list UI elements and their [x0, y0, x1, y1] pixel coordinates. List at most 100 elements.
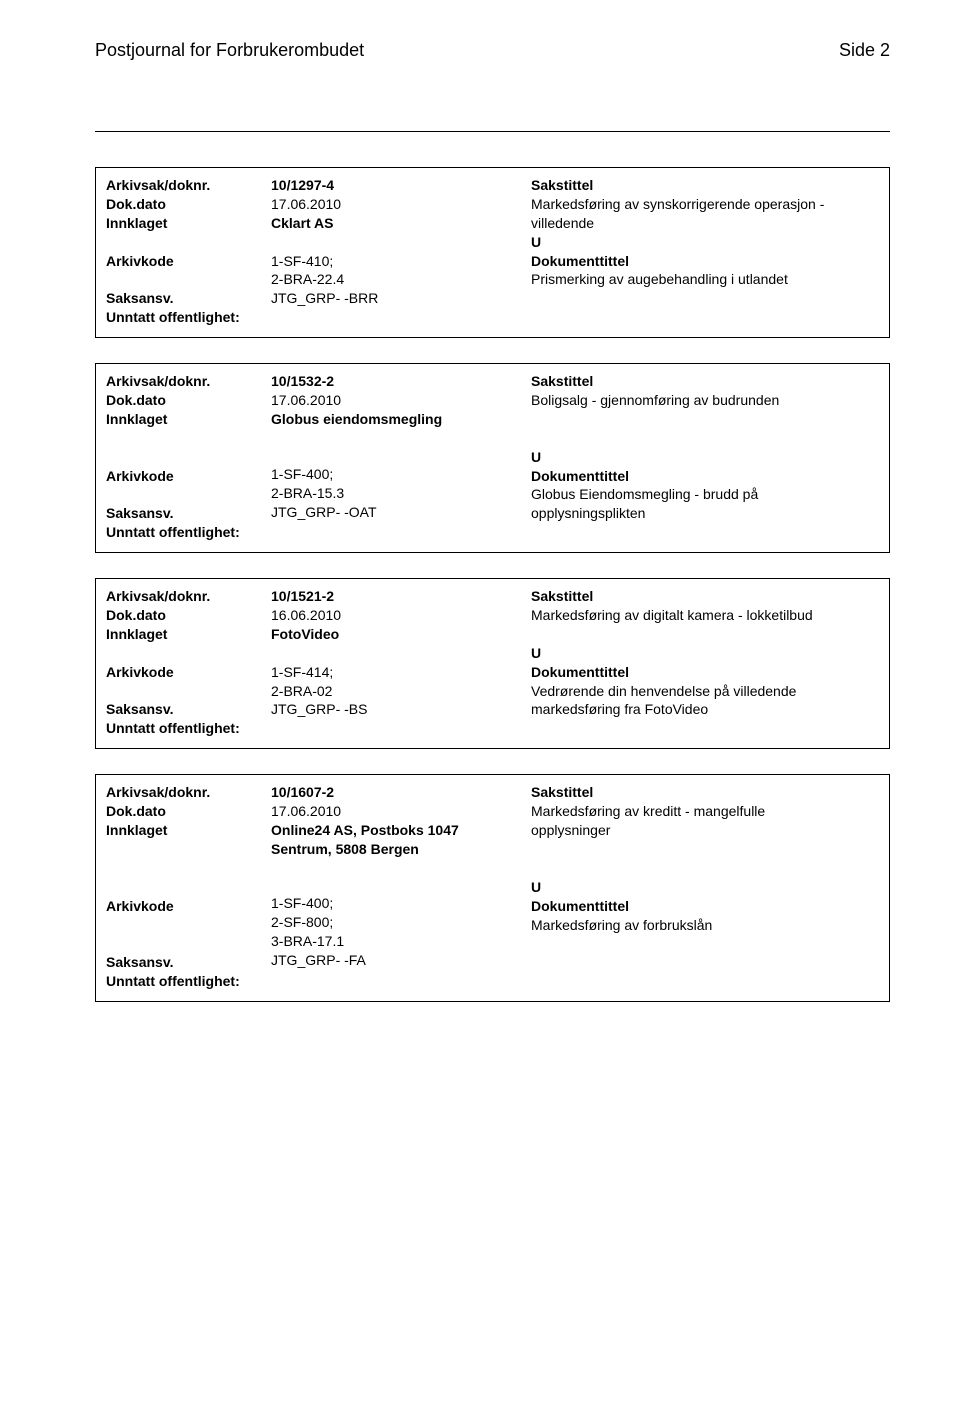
right-spacer: [531, 840, 879, 859]
label-sakstittel: Sakstittel: [531, 783, 879, 802]
value-arkivsak: 10/1607-2: [271, 783, 516, 802]
label-dokumenttittel: Dokumenttittel: [531, 252, 879, 271]
header-row: Postjournal for Forbrukerombudet Side 2: [95, 40, 890, 61]
value-spacer: [271, 970, 516, 989]
values-column: 10/1297-417.06.2010Cklart AS 1-SF-410;2-…: [271, 176, 531, 327]
value-spacer: [271, 521, 516, 540]
value-arkivkode: 1-SF-400;: [271, 894, 516, 913]
page: Postjournal for Forbrukerombudet Side 2 …: [0, 0, 960, 1407]
label-dokdato: Dok.dato: [106, 802, 271, 821]
values-column: 10/1607-217.06.2010Online24 AS, Postboks…: [271, 783, 531, 991]
record-body: Arkivsak/doknr.Dok.datoInnklaget Arkivko…: [106, 176, 879, 327]
value-spacer: [271, 644, 516, 663]
value-sakstittel: Boligsalg - gjennomføring av budrunden: [531, 391, 879, 410]
value-dokdato: 16.06.2010: [271, 606, 516, 625]
value-innklaget: FotoVideo: [271, 625, 516, 644]
value-dokdato: 17.06.2010: [271, 391, 516, 410]
value-sakstittel: opplysninger: [531, 821, 879, 840]
value-sakstittel: Markedsføring av digitalt kamera - lokke…: [531, 606, 879, 625]
value-dokdato: 17.06.2010: [271, 195, 516, 214]
value-arkivkode: 2-BRA-02: [271, 682, 516, 701]
record-body: Arkivsak/doknr.Dok.datoInnklaget Arkivko…: [106, 372, 879, 542]
label-sakstittel: Sakstittel: [531, 587, 879, 606]
label-arkivsak: Arkivsak/doknr.: [106, 176, 271, 195]
labels-column: Arkivsak/doknr.Dok.datoInnklaget Arkivko…: [106, 783, 271, 991]
label-dokumenttittel: Dokumenttittel: [531, 897, 879, 916]
labels-column: Arkivsak/doknr.Dok.datoInnklaget Arkivko…: [106, 372, 271, 542]
value-arkivkode: 2-BRA-22.4: [271, 270, 516, 289]
label-dokumenttittel: Dokumenttittel: [531, 467, 879, 486]
value-spacer: [271, 308, 516, 327]
value-spacer: [271, 875, 516, 894]
value-doktittel: Vedrørende din henvendelse på villedende: [531, 682, 879, 701]
label-dokdato: Dok.dato: [106, 606, 271, 625]
label-unntatt: Unntatt offentlighet:: [106, 308, 271, 327]
right-column: SakstittelMarkedsføring av synskorrigere…: [531, 176, 879, 327]
journal-record: Arkivsak/doknr.Dok.datoInnklaget Arkivko…: [95, 774, 890, 1002]
label-unntatt: Unntatt offentlighet:: [106, 972, 271, 991]
value-sakstittel: villedende: [531, 214, 879, 233]
value-arkivkode: 2-BRA-15.3: [271, 484, 516, 503]
value-innklaget: Globus eiendomsmegling: [271, 410, 516, 446]
value-dokdato: 17.06.2010: [271, 802, 516, 821]
value-innklaget: Cklart AS: [271, 214, 516, 233]
value-arkivkode: 1-SF-400;: [271, 465, 516, 484]
value-innklaget: Online24 AS, Postboks 1047 Sentrum, 5808…: [271, 821, 516, 875]
value-doktittel: Markedsføring av forbrukslån: [531, 916, 879, 935]
value-arkivkode: 3-BRA-17.1: [271, 932, 516, 951]
label-arkivkode: Arkivkode: [106, 467, 271, 486]
value-doktittel: opplysningsplikten: [531, 504, 879, 523]
value-arkivkode: 2-SF-800;: [271, 913, 516, 932]
value-sakstittel: Markedsføring av kreditt - mangelfulle: [531, 802, 879, 821]
label-dokumenttittel: Dokumenttittel: [531, 663, 879, 682]
label-saksansv: Saksansv.: [106, 504, 271, 523]
label-arkivkode: Arkivkode: [106, 897, 271, 916]
value-spacer: [271, 719, 516, 738]
value-arkivsak: 10/1297-4: [271, 176, 516, 195]
value-type: U: [531, 878, 879, 897]
labels-column: Arkivsak/doknr.Dok.datoInnklaget Arkivko…: [106, 176, 271, 327]
right-column: SakstittelMarkedsføring av kreditt - man…: [531, 783, 879, 991]
value-spacer: [271, 233, 516, 252]
page-number: Side 2: [839, 40, 890, 61]
value-arkivkode: 1-SF-410;: [271, 252, 516, 271]
label-spacer: [106, 682, 271, 701]
record-body: Arkivsak/doknr.Dok.datoInnklaget Arkivko…: [106, 587, 879, 738]
label-spacer: [106, 644, 271, 663]
right-column: SakstittelMarkedsføring av digitalt kame…: [531, 587, 879, 738]
value-spacer: [271, 446, 516, 465]
label-unntatt: Unntatt offentlighet:: [106, 523, 271, 542]
records-container: Arkivsak/doknr.Dok.datoInnklaget Arkivko…: [95, 167, 890, 1002]
values-column: 10/1521-216.06.2010FotoVideo 1-SF-414;2-…: [271, 587, 531, 738]
value-saksansv: JTG_GRP- -OAT: [271, 503, 516, 522]
label-spacer: [106, 429, 271, 448]
value-arkivsak: 10/1532-2: [271, 372, 516, 391]
label-sakstittel: Sakstittel: [531, 372, 879, 391]
label-spacer: [106, 270, 271, 289]
label-spacer: [106, 916, 271, 935]
value-saksansv: JTG_GRP- -FA: [271, 951, 516, 970]
label-saksansv: Saksansv.: [106, 289, 271, 308]
label-spacer: [106, 859, 271, 878]
value-doktittel: Globus Eiendomsmegling - brudd på: [531, 485, 879, 504]
page-title: Postjournal for Forbrukerombudet: [95, 40, 364, 61]
title-underline: [95, 131, 890, 132]
labels-column: Arkivsak/doknr.Dok.datoInnklaget Arkivko…: [106, 587, 271, 738]
value-doktittel: Prismerking av augebehandling i utlandet: [531, 270, 879, 289]
label-saksansv: Saksansv.: [106, 700, 271, 719]
label-spacer: [106, 233, 271, 252]
label-dokdato: Dok.dato: [106, 391, 271, 410]
journal-record: Arkivsak/doknr.Dok.datoInnklaget Arkivko…: [95, 578, 890, 749]
label-arkivkode: Arkivkode: [106, 663, 271, 682]
right-spacer: [531, 410, 879, 429]
label-arkivkode: Arkivkode: [106, 252, 271, 271]
record-body: Arkivsak/doknr.Dok.datoInnklaget Arkivko…: [106, 783, 879, 991]
label-sakstittel: Sakstittel: [531, 176, 879, 195]
value-arkivsak: 10/1521-2: [271, 587, 516, 606]
values-column: 10/1532-217.06.2010Globus eiendomsmeglin…: [271, 372, 531, 542]
journal-record: Arkivsak/doknr.Dok.datoInnklaget Arkivko…: [95, 167, 890, 338]
label-arkivsak: Arkivsak/doknr.: [106, 587, 271, 606]
label-innklaget: Innklaget: [106, 821, 271, 840]
value-type: U: [531, 644, 879, 663]
right-spacer: [531, 625, 879, 644]
